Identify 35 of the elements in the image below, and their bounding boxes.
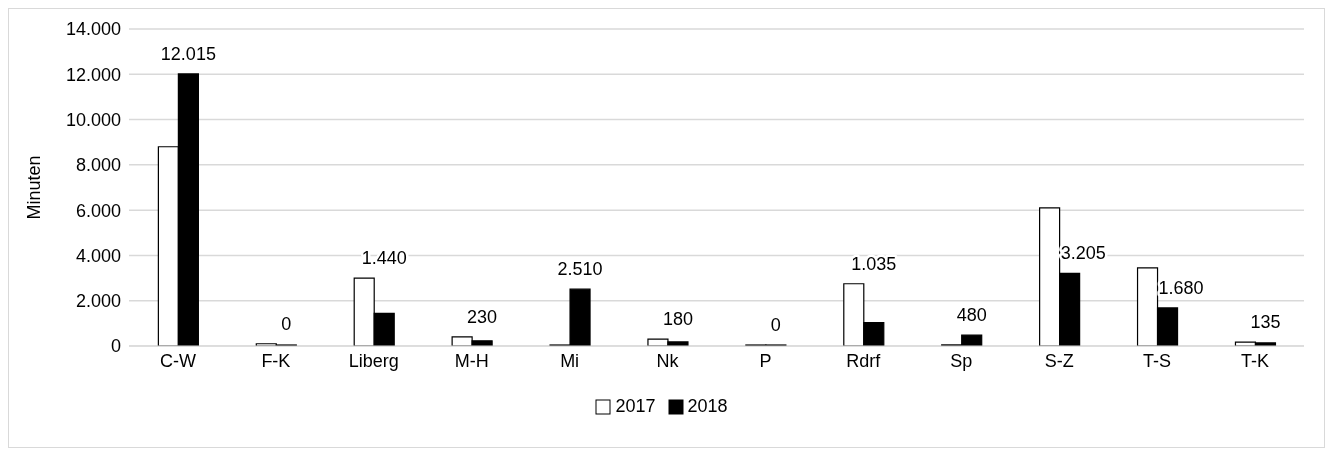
x-tick-label: C-W [159,350,196,371]
data-label: 480 [956,305,987,326]
x-tick-label: S-Z [1044,350,1074,371]
data-label: 135 [1250,312,1281,333]
data-label: 180 [662,309,693,330]
y-tick-label: 12.000 [65,64,121,85]
data-label: 0 [281,313,292,334]
legend-label: 2018 [686,396,728,417]
y-tick-label: 2.000 [75,291,121,312]
y-tick-label: 6.000 [75,200,121,221]
legend-label: 2017 [614,396,656,417]
y-tick-label: 10.000 [65,109,121,130]
x-tick-label: T-K [1241,350,1270,371]
y-tick-label: 8.000 [75,155,121,176]
data-label: 2.510 [557,259,603,280]
y-tick-label: 14.000 [65,19,121,40]
y-tick-label: 4.000 [75,245,121,266]
y-tick-label: 0 [110,336,121,357]
data-label: 1.440 [361,248,407,269]
x-tick-label: M-H [454,350,489,371]
x-tick-label: Nk [656,350,680,371]
x-tick-label: T-S [1143,350,1172,371]
x-tick-label: Liberg [348,350,399,371]
data-label: 0 [770,315,781,335]
data-label: 12.015 [160,43,216,64]
data-label: 230 [467,306,498,327]
data-label: 1.035 [851,253,897,274]
data-label: 3.205 [1060,243,1106,264]
x-tick-label: Sp [950,350,973,371]
y-axis-title: Minuten [24,155,45,220]
x-tick-label: F-K [261,350,291,371]
x-tick-label: P [759,350,772,371]
x-tick-label: Mi [560,350,580,371]
x-tick-label: Rdrf [846,350,882,371]
data-label: 1.680 [1158,277,1204,298]
